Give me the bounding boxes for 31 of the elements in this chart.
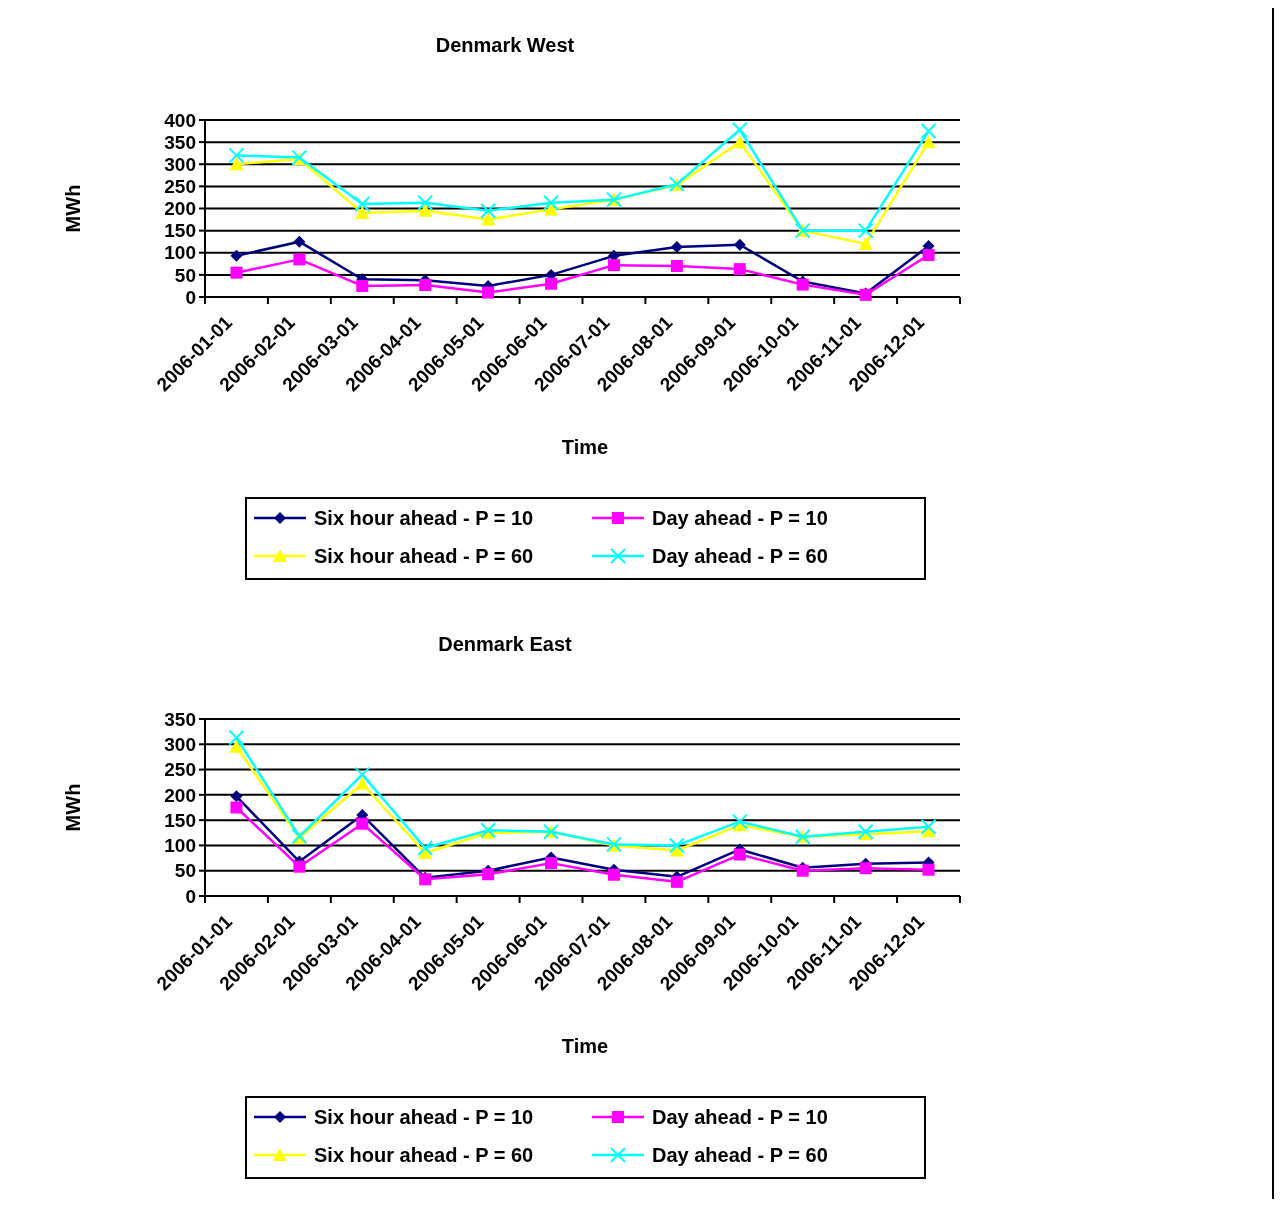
y-axis-title: MWh [62, 783, 84, 832]
chart-title: Denmark West [435, 34, 575, 56]
y-tick-label: 150 [164, 809, 196, 831]
y-tick-label: 100 [164, 835, 196, 857]
y-tick-label: 0 [185, 286, 196, 308]
y-tick-label: 200 [164, 784, 196, 806]
legend-label: Six hour ahead - P = 10 [314, 1106, 534, 1128]
y-tick-label: 300 [164, 733, 196, 755]
y-tick-label: 150 [164, 220, 196, 242]
legend-label: Six hour ahead - P = 60 [314, 545, 534, 567]
y-tick-label: 50 [174, 860, 196, 882]
y-tick-label: 350 [164, 131, 196, 153]
y-tick-label: 400 [164, 109, 196, 131]
y-tick-label: 200 [164, 198, 196, 220]
y-axis-title: MWh [62, 184, 84, 233]
x-axis-title: Time [561, 1035, 609, 1057]
y-tick-label: 250 [164, 176, 196, 198]
y-tick-label: 250 [164, 759, 196, 781]
chart-title: Denmark East [438, 633, 573, 655]
y-tick-label: 100 [164, 242, 196, 264]
legend-label: Day ahead - P = 10 [652, 1106, 828, 1128]
y-tick-label: 350 [164, 708, 196, 730]
legend-label: Six hour ahead - P = 60 [314, 1144, 534, 1166]
legend-label: Day ahead - P = 60 [652, 1144, 828, 1166]
y-tick-label: 300 [164, 153, 196, 175]
x-axis-title: Time [561, 436, 609, 458]
y-tick-label: 50 [174, 264, 196, 286]
y-tick-label: 0 [185, 885, 196, 907]
legend-label: Day ahead - P = 10 [652, 507, 828, 529]
legend-label: Six hour ahead - P = 10 [314, 507, 534, 529]
legend-label: Day ahead - P = 60 [652, 545, 828, 567]
